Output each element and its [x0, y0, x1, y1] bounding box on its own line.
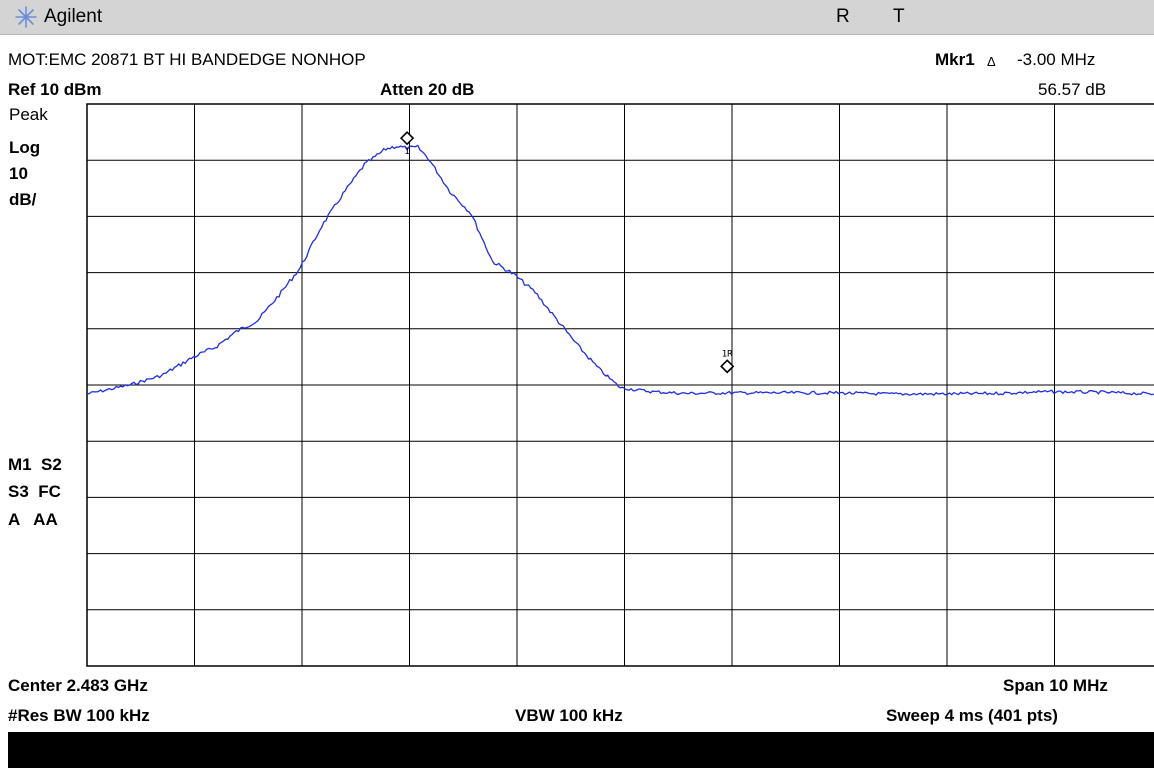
- trace-title: MOT:EMC 20871 BT HI BANDEDGE NONHOP: [8, 50, 366, 69]
- status-line-1: M1 S2: [8, 455, 62, 474]
- marker-frequency: -3.00 MHz: [1017, 50, 1096, 69]
- video-bandwidth: VBW 100 kHz: [515, 706, 623, 725]
- resolution-bandwidth: #Res BW 100 kHz: [8, 706, 150, 725]
- graticule: [86, 103, 1154, 667]
- marker-diamond-icon: [399, 131, 415, 146]
- trigger-indicator: T: [893, 6, 905, 27]
- title-bar: Agilent R T: [0, 0, 1154, 35]
- status-line-3: A AA: [8, 510, 58, 529]
- reference-level: Ref 10 dBm: [8, 80, 102, 99]
- marker-delta-symbol: Δ: [987, 54, 996, 69]
- center-frequency: Center 2.483 GHz: [8, 676, 148, 695]
- agilent-spark-icon: [15, 6, 37, 28]
- status-line-2: S3 FC: [8, 482, 61, 501]
- scale-unit: dB/: [9, 190, 37, 209]
- brand-label: Agilent: [44, 6, 103, 27]
- remote-indicator: R: [836, 6, 850, 27]
- marker-label: Mkr1: [935, 50, 975, 69]
- marker-1-label: 1: [404, 147, 409, 157]
- attenuation: Atten 20 dB: [380, 80, 475, 99]
- scale-type: Log: [9, 138, 41, 157]
- marker-diamond-icon: [720, 359, 735, 374]
- sweep-time: Sweep 4 ms (401 pts): [886, 706, 1058, 725]
- marker-value: 56.57 dB: [1038, 80, 1107, 99]
- spectrum-trace: [86, 144, 1154, 396]
- reference-marker-label: 1R: [722, 349, 733, 359]
- status-message-bar: [8, 732, 1154, 768]
- marker-layer: 1 1R: [399, 131, 735, 374]
- detector-label: Peak: [9, 105, 48, 124]
- scale-value: 10: [9, 164, 28, 183]
- span: Span 10 MHz: [1003, 676, 1108, 695]
